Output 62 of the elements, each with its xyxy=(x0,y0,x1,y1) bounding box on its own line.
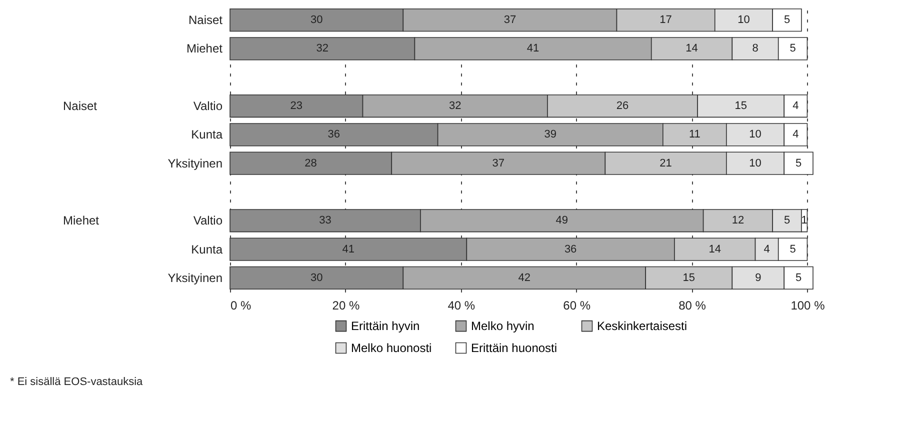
data-label: 26 xyxy=(616,100,629,112)
data-label: 36 xyxy=(564,243,577,256)
y-tick-label: Valtio xyxy=(193,214,223,228)
data-label: 10 xyxy=(749,128,762,141)
y-tick-label: Kunta xyxy=(191,128,223,142)
data-label: 23 xyxy=(290,100,303,112)
data-label: 4 xyxy=(764,243,770,256)
y-tick-label: Yksityinen xyxy=(168,156,222,170)
y-tick-label: Yksityinen xyxy=(168,270,222,285)
data-label: 37 xyxy=(492,157,505,170)
data-label: 41 xyxy=(526,42,540,55)
legend-label: Melko huonosti xyxy=(351,341,432,355)
y-tick-label: Miehet xyxy=(186,42,224,56)
data-label: 32 xyxy=(316,42,328,55)
legend-label: Keskinkertaisesti xyxy=(597,319,688,334)
data-label: 14 xyxy=(708,243,721,256)
data-label: 33 xyxy=(319,214,332,227)
data-label: 10 xyxy=(749,157,762,170)
data-label: 10 xyxy=(738,14,750,26)
y-tick-label: Naiset xyxy=(188,13,224,28)
data-label: 41 xyxy=(342,243,354,256)
x-tick-label: 40 % xyxy=(448,298,476,312)
data-label: 49 xyxy=(556,214,568,227)
legend-label: Melko hyvin xyxy=(471,319,534,334)
data-label: 9 xyxy=(755,272,762,284)
data-label: 15 xyxy=(682,272,696,284)
data-label: 5 xyxy=(790,42,796,55)
data-label: 14 xyxy=(686,42,698,55)
legend-label: Erittäin huonosti xyxy=(471,341,558,355)
data-label: 5 xyxy=(790,243,796,256)
data-label: 4 xyxy=(792,128,799,141)
data-label: 11 xyxy=(688,128,700,141)
data-label: 32 xyxy=(448,100,462,112)
x-tick-label: 100 % xyxy=(790,298,826,312)
data-label: 5 xyxy=(784,214,790,227)
data-label: 36 xyxy=(328,128,340,141)
data-label: 28 xyxy=(304,157,317,170)
text: Naiset xyxy=(63,99,98,114)
x-tick-label: 20 % xyxy=(332,298,360,312)
data-label: 30 xyxy=(310,14,323,26)
data-label: 21 xyxy=(660,157,672,170)
data-label: 30 xyxy=(310,272,323,284)
data-label: 5 xyxy=(796,272,802,284)
data-label: 17 xyxy=(660,14,672,26)
text: * Ei sisällä EOS-vastauksia xyxy=(10,376,143,388)
data-label: 42 xyxy=(518,272,531,284)
data-label: 5 xyxy=(796,157,802,170)
data-label: 37 xyxy=(504,14,516,26)
y-tick-label: Kunta xyxy=(191,242,223,256)
data-label: 4 xyxy=(792,100,799,112)
data-label: 39 xyxy=(544,128,556,141)
legend-label: Erittäin hyvin xyxy=(351,319,420,334)
x-tick-label: 0 % xyxy=(230,298,252,312)
data-label: 8 xyxy=(752,42,758,55)
data-label: 12 xyxy=(732,214,744,227)
y-tick-label: Valtio xyxy=(193,99,223,114)
data-label: 15 xyxy=(734,100,747,112)
x-tick-label: 60 % xyxy=(563,298,591,312)
text: Miehet xyxy=(63,214,100,228)
x-tick-label: 80 % xyxy=(678,298,706,312)
data-label: 1 xyxy=(801,214,808,227)
data-label: 5 xyxy=(784,14,790,26)
